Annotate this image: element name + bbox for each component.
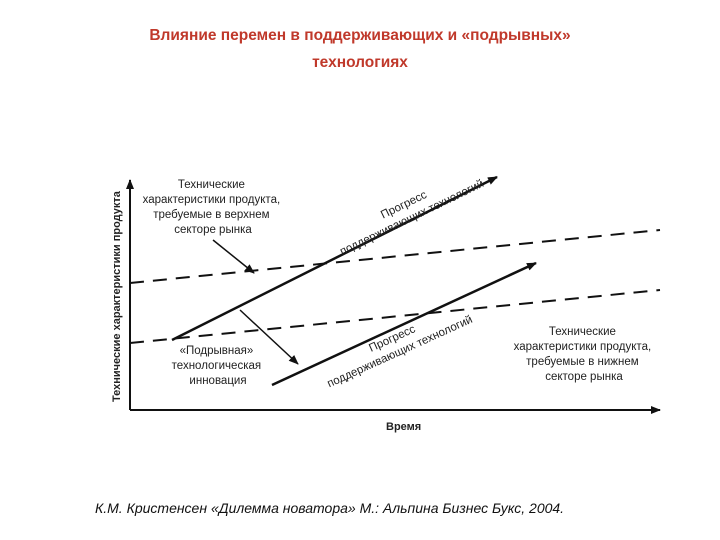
- disruptive-innovation-label: «Подрывная» технологическая инновация: [172, 345, 265, 387]
- title-line-1: Влияние перемен в поддерживающих и «подр…: [149, 27, 571, 44]
- source-caption: К.М. Кристенсен «Дилемма новатора» М.: А…: [95, 500, 565, 516]
- disruptive-pointer: [239, 309, 299, 365]
- lower-progress-line: [271, 261, 537, 387]
- upper-market-label: Технические характеристики продукта, тре…: [143, 179, 284, 236]
- title-line-2: технологиях: [312, 54, 408, 71]
- upper-progress-line: [171, 175, 498, 342]
- upper-progress-label: Прогресс поддерживающих технологий: [332, 164, 486, 258]
- slide-title: Влияние перемен в поддерживающих и «подр…: [60, 22, 660, 76]
- x-axis-label: Время: [386, 421, 421, 433]
- lower-market-demand-line: [129, 289, 661, 344]
- y-axis-label: Технические характеристики продукта: [111, 190, 123, 402]
- lower-market-label: Технические характеристики продукта, тре…: [514, 326, 655, 383]
- upper-market-pointer: [212, 239, 255, 274]
- lower-progress-label: Прогресс поддерживающих технологий: [319, 300, 474, 390]
- upper-market-demand-line: [129, 229, 661, 284]
